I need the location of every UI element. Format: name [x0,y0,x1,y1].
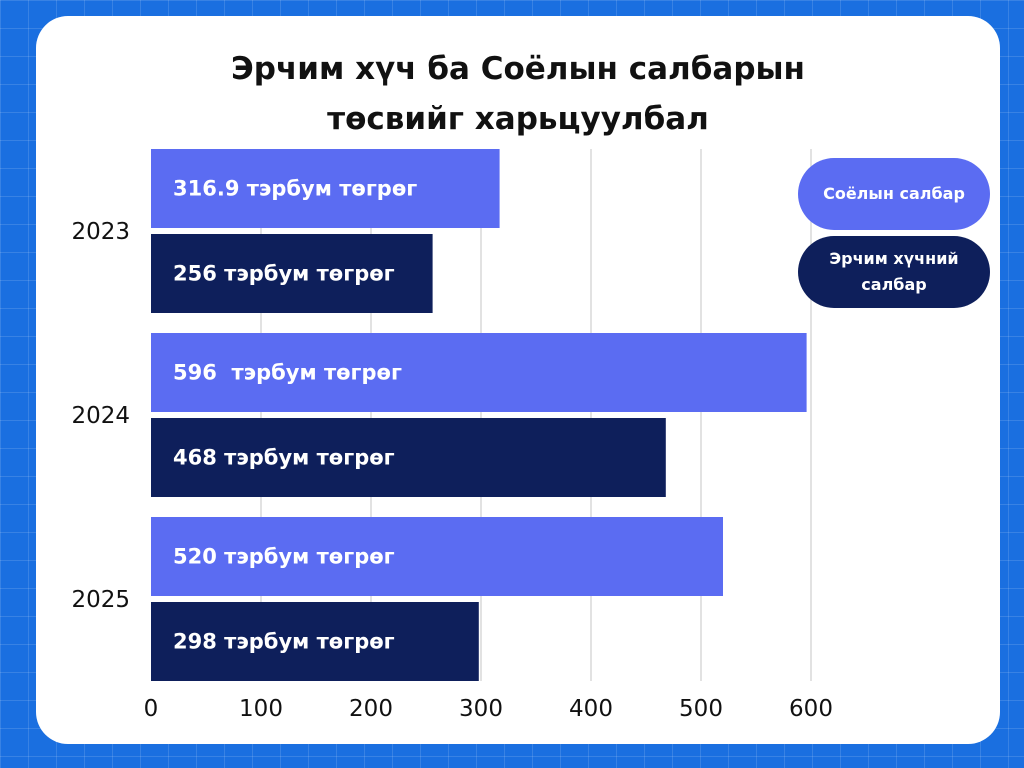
legend-item-energy: Эрчим хүчний салбар [798,236,990,308]
category-label-2023: 2023 [71,219,130,245]
bar-label-2025-series-2: 298 тэрбум төгрөг [173,630,395,654]
x-tick-label-600: 600 [789,696,833,722]
bar-2025-series-2 [151,602,479,681]
bar-2023-series-1 [151,149,500,228]
chart-title: Эрчим хүч ба Соёлын салбарын төсвийг хар… [36,44,1000,144]
bar-2023-series-2 [151,234,433,313]
bar-chart: 316.9 тэрбум төгрөг 256 тэрбум төгрөг 2023… [71,149,833,722]
bar-label-2023-series-1: 316.9 тэрбум төгрөг [173,177,417,201]
x-tick-label-300: 300 [459,696,503,722]
chart-title-line-2: төсвийг харьцуулбал [327,101,709,137]
chart-title-line-1: Эрчим хүч ба Соёлын салбарын [231,51,805,87]
category-label-2025: 2025 [71,587,130,613]
bar-label-2024-series-2: 468 тэрбум төгрөг [173,446,395,470]
bar-2025-series-1 [151,517,723,596]
x-tick-label-0: 0 [144,696,159,722]
bar-2024-series-1 [151,333,807,412]
bar-label-2025-series-1: 520 тэрбум төгрөг [173,545,395,569]
x-tick-label-400: 400 [569,696,613,722]
x-tick-label-200: 200 [349,696,393,722]
chart-card: Эрчим хүч ба Соёлын салбарын төсвийг хар… [36,16,1000,744]
x-tick-label-500: 500 [679,696,723,722]
bar-label-2023-series-2: 256 тэрбум төгрөг [173,262,395,286]
bar-2024-series-2 [151,418,666,497]
bar-label-2024-series-1: 596 тэрбум төгрөг [173,361,402,385]
x-tick-label-100: 100 [239,696,283,722]
legend-item-culture: Соёлын салбар [798,158,990,230]
category-label-2024: 2024 [71,403,130,429]
